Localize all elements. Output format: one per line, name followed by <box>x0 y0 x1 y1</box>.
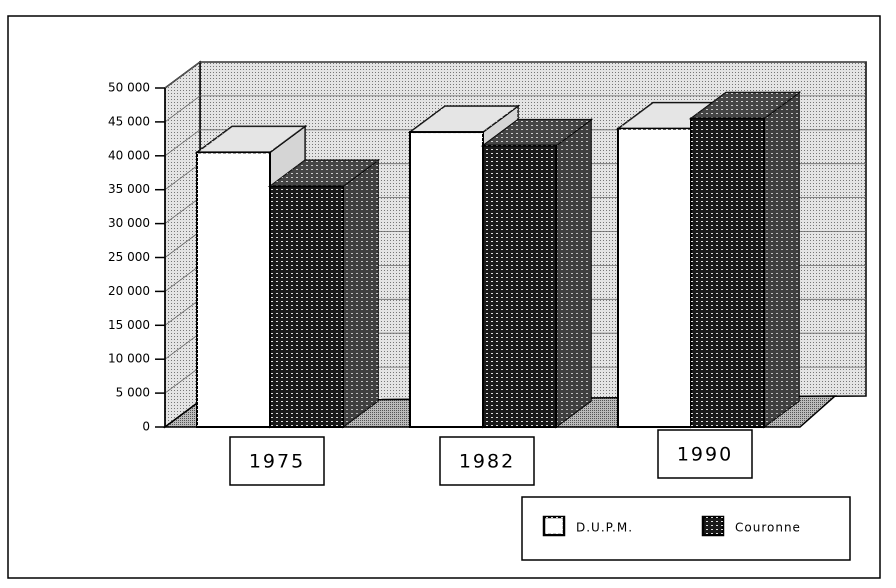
bar-top-dots <box>270 160 378 187</box>
y-tick-label: 45 000 <box>108 114 150 128</box>
y-tick-label: 20 000 <box>108 284 150 298</box>
y-tick-label: 0 <box>142 420 150 434</box>
bar-front-dots <box>270 186 343 427</box>
x-tick-label: 1975 <box>249 451 305 473</box>
legend <box>521 496 851 561</box>
grid-line <box>164 95 201 123</box>
grid-line <box>164 197 201 224</box>
bar-side-dots <box>343 160 378 427</box>
y-tick-label: 35 000 <box>108 182 150 196</box>
bar-front-dots <box>197 152 270 427</box>
legend-swatch-dots <box>703 517 723 535</box>
bar-top-dots <box>483 119 591 146</box>
x-tick-label: 1990 <box>677 444 733 466</box>
bar-front-dots <box>410 132 483 427</box>
legend-swatch-dots <box>544 517 564 535</box>
y-tick-label: 15 000 <box>108 318 150 332</box>
grid-line <box>164 231 201 258</box>
x-tick-label: 1982 <box>459 451 515 473</box>
grid-line <box>164 61 201 89</box>
bar-front-dots <box>483 145 556 427</box>
grid-line <box>164 129 201 157</box>
category-box <box>229 436 325 486</box>
bar-side-shade <box>556 119 591 427</box>
y-tick-label: 10 000 <box>108 352 150 366</box>
bar <box>267 158 381 429</box>
bar-side-shade <box>764 92 799 427</box>
bar-top-shade <box>270 160 378 187</box>
grid-line <box>164 332 201 360</box>
bar <box>688 91 802 429</box>
bar-front-dots <box>691 118 764 427</box>
grid-line <box>164 265 201 292</box>
y-tick-label: 25 000 <box>108 250 150 264</box>
legend-label: D.U.P.M. <box>576 521 633 535</box>
y-tick-label: 30 000 <box>108 216 150 230</box>
y-tick-label: 40 000 <box>108 148 150 162</box>
y-tick-label: 50 000 <box>108 81 150 95</box>
category-box <box>439 436 535 486</box>
bar-side-dots <box>556 119 591 427</box>
grid-line <box>164 298 201 326</box>
bar-top-shade <box>197 126 305 153</box>
bar-top-dots <box>691 92 799 119</box>
bar-top-shade <box>483 119 591 146</box>
bar-front-dots <box>618 128 691 427</box>
category-box <box>657 429 753 479</box>
grid-line <box>164 366 201 394</box>
bar-side-dots <box>764 92 799 427</box>
grid-line <box>164 163 201 191</box>
bar <box>480 118 594 429</box>
bar-top-shade <box>691 92 799 119</box>
bar-top-dots <box>197 126 305 153</box>
bar-top-shade <box>410 106 518 133</box>
y-tick-label: 5 000 <box>116 386 150 400</box>
bar-top-dots <box>410 106 518 133</box>
legend-label: Couronne <box>735 521 801 535</box>
bar-side-shade <box>343 160 378 427</box>
